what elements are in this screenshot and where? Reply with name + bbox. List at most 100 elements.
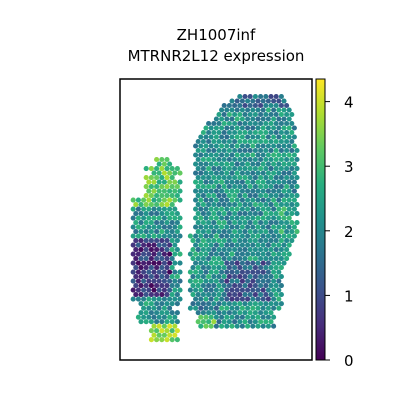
- spot: [167, 332, 173, 338]
- spot: [208, 161, 214, 167]
- spot: [226, 156, 232, 163]
- spot: [284, 184, 290, 190]
- spot: [255, 125, 261, 131]
- spot: [276, 287, 282, 293]
- spot: [255, 269, 261, 275]
- spot: [216, 319, 222, 325]
- spot: [234, 314, 240, 320]
- spot: [252, 138, 258, 145]
- spot: [193, 242, 199, 248]
- spot: [260, 125, 266, 131]
- spot: [169, 283, 175, 289]
- spot: [190, 292, 196, 298]
- spot: [224, 323, 230, 329]
- spot: [252, 111, 258, 118]
- spot: [247, 292, 253, 298]
- spot: [250, 197, 256, 203]
- spot: [278, 283, 284, 289]
- spot: [219, 233, 225, 239]
- spot: [164, 156, 170, 163]
- spot: [216, 247, 222, 253]
- spot: [193, 188, 199, 194]
- spot: [200, 156, 206, 163]
- spot: [159, 166, 165, 172]
- spot: [211, 247, 217, 253]
- spot: [219, 143, 225, 149]
- spot: [216, 301, 222, 307]
- spot: [278, 184, 284, 190]
- spot: [278, 220, 284, 226]
- spot: [211, 292, 217, 298]
- spot: [195, 301, 201, 307]
- spot: [159, 229, 165, 235]
- spot: [148, 238, 154, 244]
- spot: [213, 188, 219, 194]
- spot: [208, 224, 214, 230]
- spot: [151, 179, 157, 185]
- spot: [250, 170, 256, 176]
- spot: [286, 224, 292, 230]
- spot: [268, 138, 274, 145]
- spot: [211, 166, 217, 172]
- spot: [190, 274, 196, 280]
- spot: [146, 233, 152, 239]
- spot: [239, 260, 245, 266]
- spot: [268, 247, 274, 253]
- spot: [211, 274, 217, 280]
- spot: [159, 193, 165, 199]
- spot: [229, 224, 235, 230]
- spot: [263, 156, 269, 163]
- spot: [250, 143, 256, 149]
- spot: [154, 328, 160, 334]
- spot: [289, 175, 295, 181]
- spot: [172, 233, 178, 239]
- spot: [252, 147, 258, 154]
- spot: [265, 251, 271, 257]
- spot: [252, 211, 258, 217]
- spot: [260, 323, 266, 329]
- spot: [242, 292, 248, 298]
- spot: [252, 319, 258, 325]
- spot: [263, 193, 269, 199]
- spot: [156, 260, 162, 266]
- spot: [172, 179, 178, 185]
- spot: [237, 229, 243, 235]
- spot: [216, 156, 222, 163]
- spot: [138, 229, 144, 235]
- spot: [252, 265, 258, 271]
- spot: [255, 98, 261, 104]
- spot: [164, 202, 170, 208]
- spot: [271, 206, 277, 212]
- spot: [271, 125, 277, 131]
- spot: [239, 305, 245, 311]
- spot: [211, 238, 217, 244]
- spot: [159, 211, 165, 217]
- spot: [276, 116, 282, 122]
- spot: [260, 278, 266, 284]
- spot: [239, 296, 245, 302]
- spot: [146, 215, 152, 221]
- spot: [164, 337, 170, 343]
- spot: [195, 310, 201, 316]
- spot: [245, 197, 251, 203]
- spot: [198, 305, 204, 311]
- spot: [206, 274, 212, 280]
- spot: [193, 161, 199, 167]
- spot: [278, 229, 284, 235]
- spot: [232, 120, 238, 127]
- spot: [164, 184, 170, 190]
- spot: [226, 247, 232, 253]
- spot: [263, 120, 269, 127]
- spot: [167, 251, 173, 257]
- spot: [221, 319, 227, 325]
- spot: [255, 116, 261, 122]
- spot: [281, 152, 287, 158]
- spot: [195, 202, 201, 208]
- spot: [234, 98, 240, 104]
- spot: [206, 138, 212, 145]
- spot: [268, 220, 274, 226]
- spot: [276, 98, 282, 104]
- spot: [177, 269, 183, 275]
- spot: [151, 296, 157, 302]
- spot: [226, 184, 232, 190]
